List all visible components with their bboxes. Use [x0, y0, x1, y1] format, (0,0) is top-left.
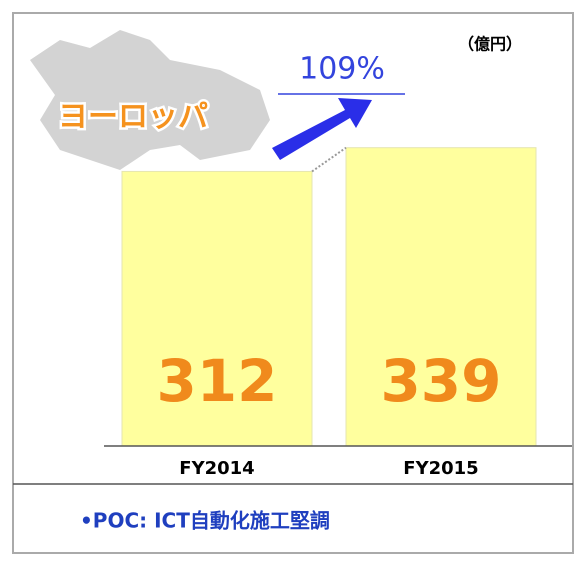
connector [311, 146, 347, 173]
growth-arrow [272, 98, 372, 160]
note: •POC: ICT自動化施工堅調 [80, 509, 330, 533]
x-tick-label: FY2015 [403, 458, 478, 479]
chart-title: ヨーロッパ [58, 100, 208, 135]
value-label: 339 [380, 347, 501, 415]
bar [345, 147, 537, 447]
x-tick-label: FY2014 [179, 458, 254, 479]
growth-label: 109% [299, 52, 385, 87]
unit-label: （億円） [458, 35, 522, 54]
value-label: 312 [156, 347, 277, 415]
bar [121, 170, 313, 447]
map [30, 30, 270, 170]
